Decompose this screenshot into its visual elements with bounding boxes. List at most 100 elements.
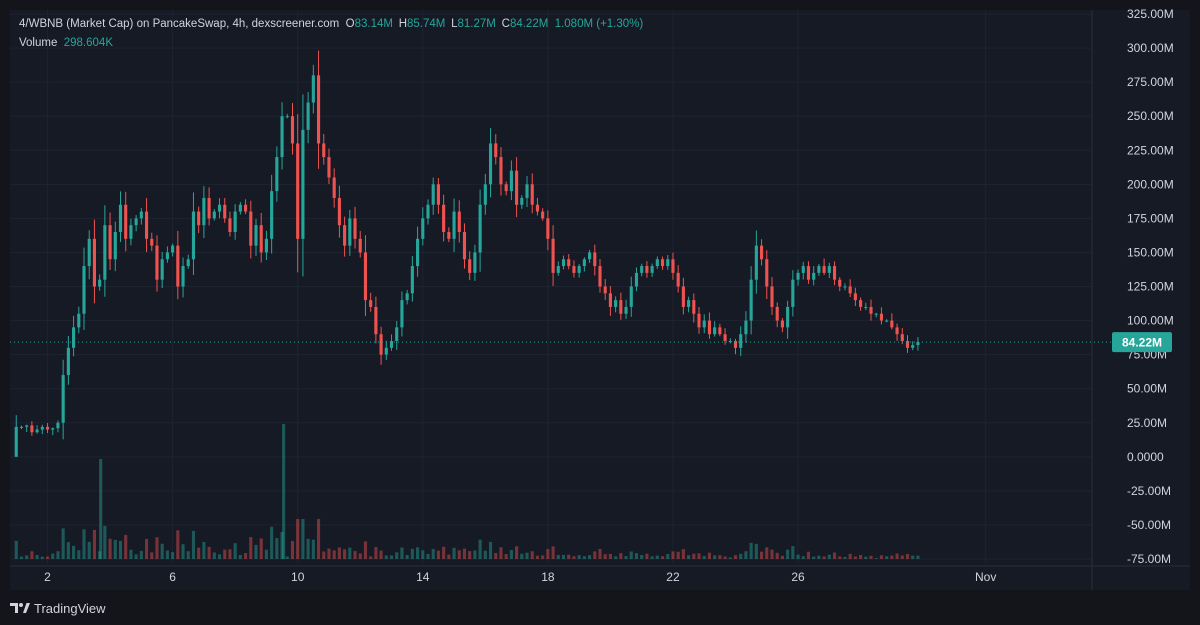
- volume-bar: [504, 554, 508, 559]
- candle-body: [108, 225, 112, 260]
- y-tick-label: -50.00M: [1127, 518, 1171, 532]
- volume-bar: [801, 556, 805, 559]
- chart-legend: 4/WBNB (Market Cap) on PancakeSwap, 4h, …: [19, 17, 643, 55]
- volume-bar: [629, 551, 633, 559]
- candle-body: [416, 238, 420, 267]
- candle-body: [35, 429, 39, 433]
- candle-body: [181, 266, 185, 287]
- candle-body: [442, 204, 446, 232]
- volume-bar: [217, 554, 222, 559]
- volume-bar: [82, 529, 86, 559]
- chart-panel[interactable]: [10, 10, 1190, 590]
- candlestick-chart[interactable]: 325.00M300.00M275.00M250.00M225.00M200.0…: [0, 0, 1200, 590]
- candle-body: [254, 225, 258, 246]
- volume-bar: [171, 552, 175, 559]
- volume-bar: [900, 555, 904, 559]
- candle-body: [864, 306, 868, 308]
- volume-bar: [520, 553, 524, 559]
- volume-bar: [103, 525, 107, 559]
- volume-bar: [118, 540, 123, 559]
- candle-body: [687, 300, 691, 307]
- volume-bar: [99, 459, 103, 559]
- candle-body: [301, 129, 305, 239]
- candle-body: [843, 286, 847, 288]
- ohlc-value-c: 84.22M: [509, 18, 549, 30]
- volume-bar: [692, 553, 696, 559]
- candle-body: [207, 197, 211, 219]
- candle-body: [801, 266, 805, 273]
- candle-body: [348, 218, 352, 246]
- volume-bar: [431, 548, 435, 559]
- candle-body: [316, 75, 321, 144]
- candle-body: [217, 204, 222, 212]
- volume-bar: [369, 556, 373, 559]
- candle-body: [155, 245, 159, 280]
- brand-name: TradingView: [34, 600, 106, 616]
- candle-body: [577, 266, 581, 273]
- candle-body: [561, 259, 566, 267]
- candle-body: [478, 204, 482, 253]
- candle-body: [551, 238, 555, 273]
- volume-bar: [499, 547, 503, 559]
- candle-body: [51, 428, 55, 430]
- y-tick-label: 100.00M: [1127, 314, 1174, 328]
- candle-body: [238, 204, 242, 212]
- volume-bar: [379, 550, 383, 559]
- volume-bar: [759, 551, 764, 559]
- x-tick-label: 6: [169, 570, 176, 584]
- candle-body: [634, 272, 639, 287]
- candle-body: [509, 170, 513, 192]
- volume-bar: [786, 549, 790, 559]
- volume-bar: [92, 529, 96, 559]
- ohlc-values: O83.14M H85.74M L81.27M C84.22M: [346, 18, 549, 30]
- volume-row: Volume 298.604K: [19, 36, 643, 55]
- volume-bar: [155, 537, 159, 559]
- volume-bar: [72, 545, 76, 559]
- volume-bar: [582, 556, 586, 559]
- volume-bar: [541, 555, 545, 559]
- candle-body: [619, 300, 623, 314]
- volume-bar: [775, 552, 779, 559]
- volume-bar: [624, 556, 628, 559]
- candle-body: [343, 225, 347, 246]
- candle-body: [150, 238, 154, 246]
- candle-body: [45, 426, 50, 430]
- volume-bar: [895, 553, 899, 559]
- footer-brand[interactable]: TradingView: [10, 597, 106, 619]
- y-tick-label: 275.00M: [1127, 75, 1174, 89]
- ohlc-value-h: 85.74M: [407, 18, 446, 30]
- candle-body: [697, 313, 701, 328]
- candle-body: [593, 252, 597, 267]
- volume-bar: [687, 555, 691, 559]
- candle-body: [645, 266, 649, 273]
- candle-body: [775, 306, 779, 321]
- y-tick-label: 300.00M: [1127, 41, 1174, 55]
- candle-body: [780, 320, 784, 328]
- volume-bar: [608, 553, 612, 559]
- volume-bar: [723, 556, 727, 559]
- candle-body: [827, 266, 831, 273]
- candle-body: [556, 266, 560, 273]
- candle-body: [40, 426, 44, 430]
- y-tick-label: 225.00M: [1127, 143, 1174, 157]
- candle-body: [264, 238, 268, 253]
- candle-body: [770, 286, 774, 307]
- candle-body: [650, 266, 654, 273]
- volume-bar: [301, 519, 305, 559]
- volume-bar: [525, 552, 529, 559]
- current-price-label: 84.22M: [1122, 336, 1162, 350]
- price-change: 1.080M (+1.30%): [554, 18, 644, 30]
- volume-bar: [223, 549, 227, 559]
- volume-bar: [35, 555, 39, 559]
- volume-bar: [348, 547, 352, 559]
- candle-body: [14, 426, 18, 457]
- candle-body: [796, 272, 800, 280]
- volume-bar: [238, 554, 242, 559]
- volume-bar: [316, 519, 321, 559]
- volume-bar: [509, 549, 513, 559]
- volume-bar: [249, 537, 253, 559]
- candle-body: [176, 245, 180, 287]
- candle-body: [457, 211, 461, 232]
- x-tick-label: 22: [666, 570, 680, 584]
- volume-bar: [879, 555, 884, 559]
